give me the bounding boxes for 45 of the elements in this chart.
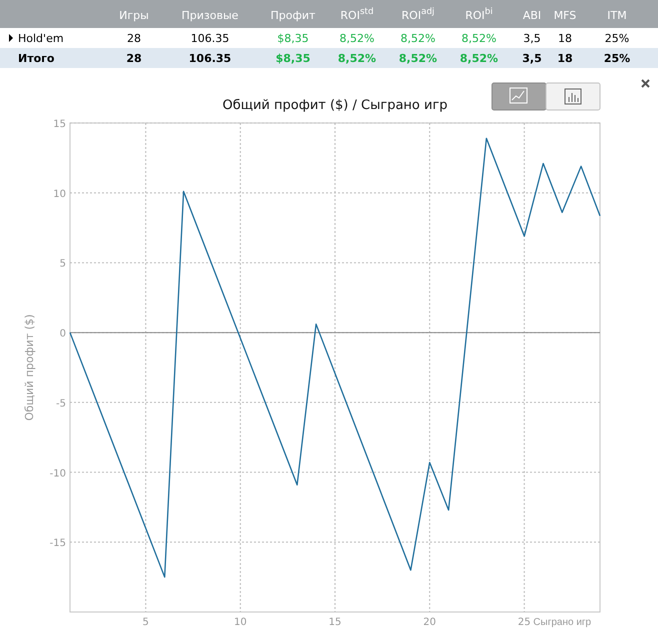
- y-tick-label: 5: [60, 258, 66, 270]
- category-label: ABI: [522, 9, 542, 22]
- text: 18: [558, 32, 572, 45]
- category-label: ITM: [607, 9, 627, 22]
- category-label: MFS: [554, 9, 576, 22]
- text: 106.35: [188, 52, 232, 65]
- text: 8,52%: [338, 52, 376, 65]
- y-tick-label: 0: [60, 328, 66, 340]
- category-label: Призовые: [182, 9, 239, 22]
- category-label: Hold'em: [18, 32, 64, 45]
- category-label: Профит: [270, 9, 316, 22]
- text: 8,52%: [462, 32, 496, 45]
- x-tick-label: 25: [518, 617, 531, 628]
- text: 25%: [604, 32, 630, 45]
- category-label: ROI$^{std}$: [340, 7, 374, 22]
- text: $8,35: [277, 32, 309, 45]
- category-label: ROI$^{bi}$: [465, 7, 493, 22]
- chart-title: Общий профит ($) / Сыграно игр: [222, 98, 448, 113]
- x-tick-label: 10: [234, 617, 247, 628]
- text: 8,52%: [400, 32, 436, 45]
- line-series: [69, 138, 601, 578]
- text: 18: [557, 52, 573, 65]
- x-tick-label: 20: [423, 617, 436, 628]
- y-tick-label: 10: [53, 188, 66, 200]
- text: $8,35: [276, 52, 310, 65]
- text: 8,52%: [340, 32, 374, 45]
- text: 8,52%: [460, 52, 498, 65]
- y-tick-label: -15: [50, 538, 66, 550]
- y-tick-label: 15: [53, 119, 66, 130]
- x-tick-label: 15: [328, 617, 342, 628]
- x-tick-label: 5: [142, 617, 149, 628]
- text: 28: [126, 52, 142, 65]
- text: 106.35: [190, 32, 230, 45]
- text: 25%: [604, 52, 630, 65]
- y-axis-title: Общий профит ($): [23, 314, 36, 421]
- text: 8,52%: [398, 52, 438, 65]
- category-label: ROI$^{adj}$: [402, 7, 434, 22]
- text: 28: [127, 32, 141, 45]
- text: 3,5: [523, 32, 541, 45]
- category-label: Игры: [119, 9, 149, 22]
- y-tick-label: -5: [56, 398, 66, 410]
- x-axis-title: Сыграно игр: [533, 617, 592, 628]
- category-label: Итого: [18, 52, 54, 65]
- text: 3,5: [522, 52, 542, 65]
- y-tick-label: -10: [50, 468, 66, 480]
